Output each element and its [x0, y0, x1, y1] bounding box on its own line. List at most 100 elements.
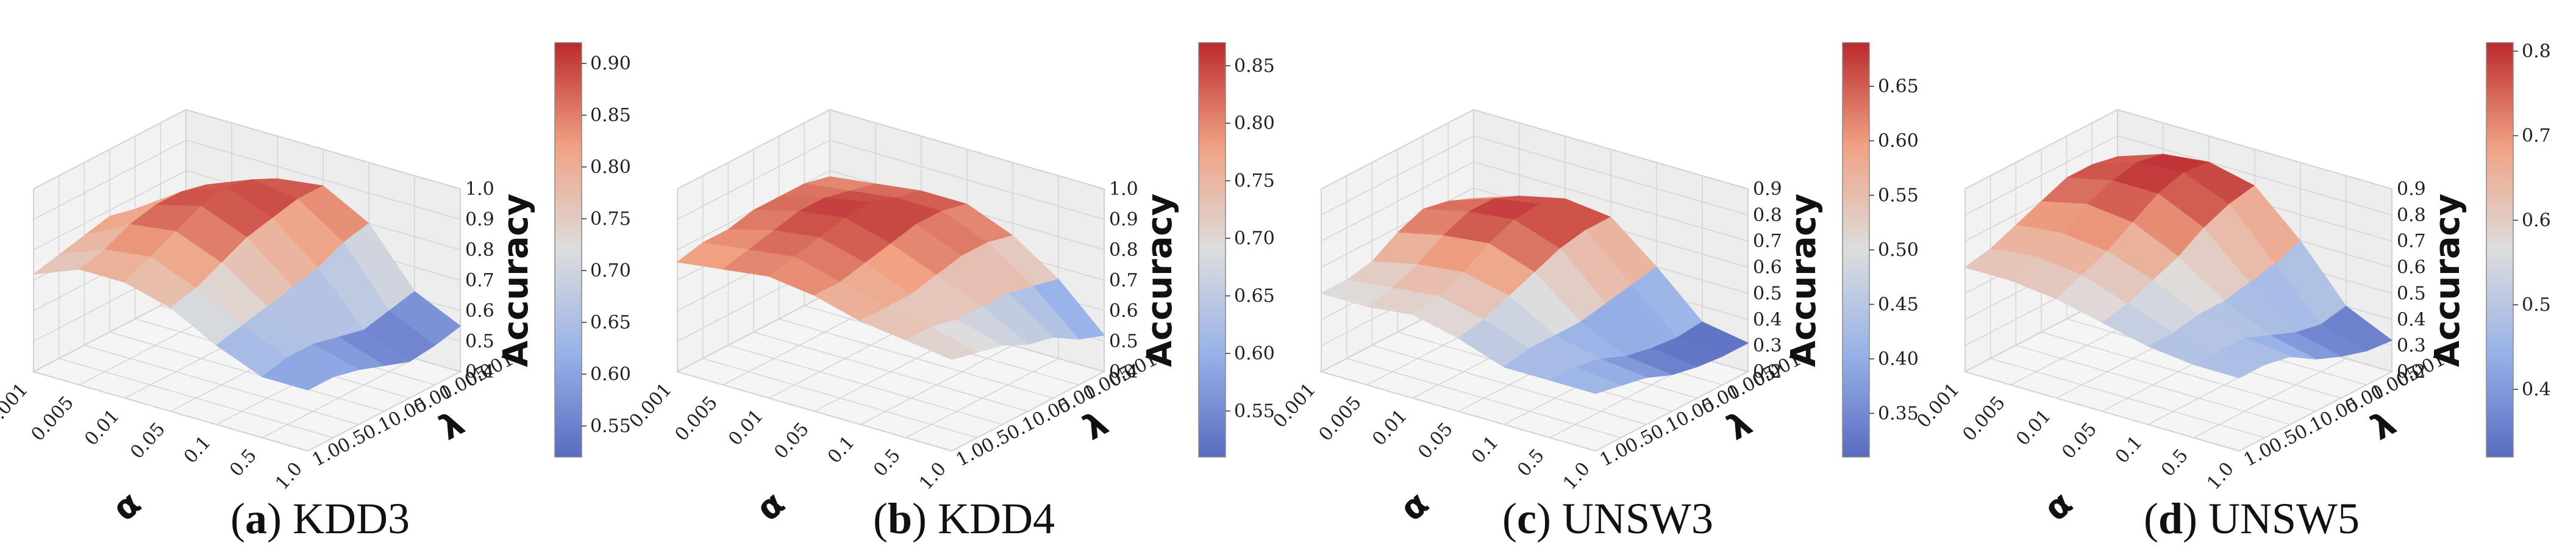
colorbar-tick-label: 0.65	[1878, 76, 1919, 97]
panel-caption: (c) UNSW3	[1502, 494, 1713, 543]
z-tick-label: 0.5	[1753, 283, 1782, 304]
caption-paren-close: )	[267, 494, 293, 543]
x-tick-label: 0.1	[180, 432, 215, 468]
z-tick-label: 0.6	[1109, 300, 1138, 322]
colorbar-tick-label: 0.70	[590, 260, 631, 282]
gridline	[1964, 109, 2392, 190]
z-tick-label: 0.2	[2397, 361, 2426, 383]
colorbar-tick-label: 0.85	[590, 105, 631, 126]
gridline	[33, 109, 461, 190]
gridline	[677, 170, 1105, 250]
x-tick-label: 0.001	[625, 379, 676, 432]
z-tick-label: 0.9	[1109, 209, 1138, 230]
caption-paren-open: (	[230, 494, 245, 543]
x-tick-label: 0.01	[2012, 405, 2055, 450]
x-tick-label: 0.5	[869, 445, 905, 481]
caption-paren-close: )	[912, 494, 938, 543]
z-tick-label: 0.7	[1753, 231, 1782, 252]
z-tick-label: 0.4	[1753, 309, 1782, 330]
z-tick-label: 0.4	[465, 361, 494, 383]
caption-name: KDD4	[938, 494, 1055, 543]
surface-facet	[905, 327, 978, 360]
gridline	[677, 140, 1105, 220]
z-tick-label: 0.2	[1753, 361, 1782, 383]
z-tick-label: 0.5	[2397, 283, 2426, 304]
x-tick-label: 1.0	[915, 458, 951, 494]
z-tick-label: 1.0	[1109, 179, 1138, 200]
z-tick-label: 0.6	[465, 300, 494, 322]
x-tick-label: 1.0	[1559, 458, 1594, 494]
x-tick-label: 0.05	[2058, 419, 2101, 463]
z-tick-label: 0.6	[2397, 257, 2426, 278]
caption-name: KDD3	[293, 494, 410, 543]
z-tick-label: 0.5	[465, 331, 494, 352]
x-axis-label: α	[2036, 484, 2080, 530]
z-tick-label: 0.9	[2397, 179, 2426, 200]
colorbar-tick-label: 0.80	[1234, 113, 1275, 134]
x-tick-label: 1.0	[271, 458, 307, 494]
colorbar-tick-label: 0.90	[590, 53, 631, 74]
x-axis-label: α	[1393, 484, 1436, 530]
colorbar-tick-label: 0.40	[1878, 349, 1919, 370]
x-tick-label: 0.005	[27, 392, 77, 445]
colorbar	[1842, 42, 1870, 458]
x-tick-label: 0.1	[1468, 432, 1503, 468]
panel-caption: (b) KDD4	[873, 494, 1055, 543]
surface-facet	[262, 357, 334, 391]
x-tick-label: 0.001	[1269, 379, 1319, 432]
caption-letter: a	[245, 494, 267, 543]
colorbar-tick-label: 0.70	[1234, 228, 1275, 249]
x-tick-label: 0.005	[1958, 392, 2009, 445]
caption-paren-close: )	[1536, 494, 1562, 543]
x-tick-label: 1.0	[2203, 458, 2238, 494]
colorbar-tick-label: 0.60	[1234, 343, 1275, 364]
caption-letter: b	[888, 494, 912, 543]
x-tick-label: 0.05	[126, 419, 169, 463]
y-axis-label: λ	[1721, 403, 1758, 448]
z-tick-label: 0.7	[1109, 270, 1138, 291]
gridline	[1964, 135, 2392, 216]
z-tick-label: 0.4	[2397, 309, 2426, 330]
colorbar-tick-label: 0.55	[590, 416, 631, 437]
z-tick-label: 0.5	[1109, 331, 1138, 352]
z-tick-label: 0.8	[1109, 239, 1138, 261]
z-axis-label: Accuracy	[496, 194, 536, 367]
z-tick-label: 0.8	[1753, 205, 1782, 226]
z-tick-label: 0.3	[2397, 335, 2426, 356]
x-tick-label: 0.05	[770, 419, 813, 463]
colorbar-tick-label: 0.60	[590, 364, 631, 385]
colorbar-tick-label: 0.5	[2522, 294, 2551, 316]
caption-letter: c	[1517, 494, 1536, 543]
gridline	[1321, 135, 1749, 216]
z-tick-label: 0.8	[465, 239, 494, 261]
surface-facet	[1549, 366, 1622, 394]
z-axis-label: Accuracy	[1784, 194, 1824, 367]
x-tick-label: 0.1	[824, 432, 859, 468]
x-tick-label: 0.01	[724, 405, 768, 450]
colorbar	[1198, 42, 1226, 458]
x-tick-label: 0.01	[1368, 405, 1411, 450]
caption-letter: d	[2158, 494, 2183, 543]
surface-facet	[2193, 351, 2266, 378]
x-tick-label: 0.01	[80, 405, 124, 450]
y-axis-label: λ	[433, 403, 471, 448]
z-tick-label: 0.8	[2397, 205, 2426, 226]
x-tick-label: 0.005	[671, 392, 721, 445]
colorbar-tick-label: 0.65	[1234, 286, 1275, 307]
y-axis-label: λ	[2364, 403, 2402, 448]
x-tick-label: 0.1	[2111, 432, 2147, 468]
colorbar	[2486, 42, 2514, 458]
colorbar-tick-label: 0.6	[2522, 210, 2551, 231]
z-tick-label: 0.9	[1753, 179, 1782, 200]
z-tick-label: 1.0	[465, 179, 494, 200]
y-axis-label: λ	[1077, 403, 1115, 448]
gridline	[1321, 161, 1749, 242]
x-tick-label: 0.5	[2157, 445, 2192, 481]
caption-name: UNSW5	[2208, 494, 2360, 543]
x-tick-label: 0.5	[1513, 445, 1549, 481]
